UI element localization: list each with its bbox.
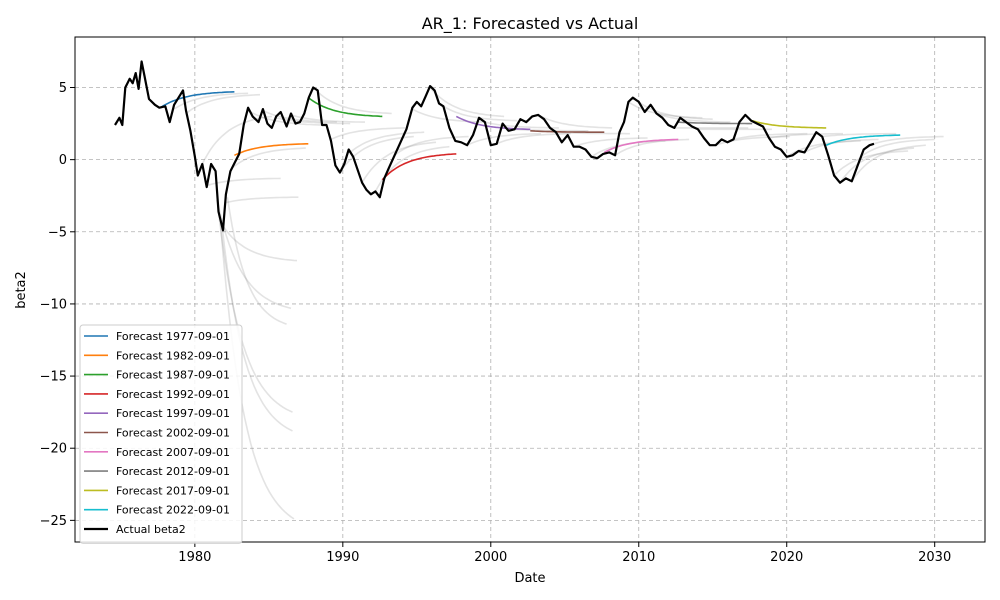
forecast-line [455, 115, 531, 131]
y-tick-label: 5 [59, 81, 67, 96]
background-forecast-line [349, 131, 425, 154]
background-forecast-line [768, 132, 843, 139]
background-forecast-line [496, 132, 571, 145]
background-forecast-line [231, 147, 306, 169]
background-forecast-line [833, 150, 909, 177]
background-forecast-line [412, 108, 487, 123]
plot-area [114, 60, 944, 520]
background-forecast-line [573, 137, 648, 148]
background-forecast-line [466, 132, 542, 146]
background-forecast-line [224, 196, 299, 204]
forecast-line [751, 119, 827, 129]
x-tick-label: 2020 [770, 550, 803, 565]
background-forecast-line [851, 144, 926, 182]
background-forecast-line [394, 135, 469, 156]
background-forecast-line [185, 93, 261, 115]
background-forecast-line [173, 92, 249, 110]
background-forecast-line [216, 199, 292, 310]
forecast-line [159, 91, 235, 109]
y-tick-label: 0 [59, 153, 67, 168]
legend-label: Forecast 1997-09-01 [116, 407, 230, 420]
y-tick-label: −25 [40, 514, 67, 529]
grid [75, 37, 985, 542]
legend: Forecast 1977-09-01 Forecast 1982-09-01 Fo… [79, 324, 243, 544]
background-forecast-line [484, 121, 559, 129]
actual-line [114, 60, 875, 232]
background-forecast-line [429, 86, 505, 118]
background-forecast-line [361, 141, 437, 184]
y-tick-label: −5 [48, 225, 67, 240]
legend-label: Actual beta2 [116, 523, 186, 536]
background-forecast-line [869, 135, 944, 146]
y-axis: 5 0 −5 −10 −15 −20 −25 [40, 81, 75, 529]
forecast-line [381, 153, 457, 181]
background-forecast-line [860, 138, 935, 158]
background-forecast-line [330, 127, 406, 141]
background-forecast-line [290, 114, 365, 123]
plot-frame [74, 36, 986, 543]
background-forecast-line [733, 132, 808, 141]
background-forecast-line [839, 147, 915, 184]
x-axis: 1980 1990 2000 2010 2020 2030 [178, 542, 951, 565]
legend-label: Forecast 1982-09-01 [116, 349, 230, 362]
background-forecast-line [317, 91, 392, 115]
legend-label: Forecast 1987-09-01 [116, 369, 230, 382]
legend-box [79, 324, 243, 544]
forecast-line [530, 130, 605, 133]
background-forecast-line [804, 138, 879, 154]
background-forecast-line [822, 132, 897, 138]
legend-label: Forecast 1977-09-01 [116, 330, 230, 343]
background-forecast-line [217, 211, 293, 413]
x-tick-label: 1990 [326, 550, 359, 565]
x-axis-title: Date [514, 571, 545, 586]
legend-label: Forecast 2012-09-01 [116, 465, 230, 478]
x-tick-label: 2010 [622, 550, 655, 565]
background-forecast-line [220, 220, 293, 432]
y-tick-label: −10 [40, 297, 67, 312]
forecast-line [825, 134, 901, 146]
background-forecast-line [627, 101, 703, 119]
background-forecast-line [222, 225, 298, 262]
legend-label: Forecast 2022-09-01 [116, 504, 230, 517]
legend-label: Forecast 1992-09-01 [116, 388, 230, 401]
y-tick-label: −20 [40, 442, 67, 457]
background-forecast-line [226, 197, 287, 325]
x-tick-label: 1980 [178, 550, 211, 565]
legend-label: Forecast 2017-09-01 [116, 484, 230, 497]
forecast-line [234, 143, 309, 157]
x-tick-label: 2030 [918, 550, 951, 565]
x-tick-label: 2000 [474, 550, 507, 565]
background-forecast-line [656, 112, 731, 123]
chart-title: AR_1: Forecasted vs Actual [422, 14, 639, 34]
background-forecast-line [537, 114, 613, 129]
legend-label: Forecast 2002-09-01 [116, 427, 230, 440]
y-tick-label: −15 [40, 370, 67, 385]
y-axis-title: beta2 [14, 271, 29, 309]
legend-label: Forecast 2007-09-01 [116, 446, 230, 459]
background-forecast-line [638, 101, 713, 120]
background-forecast-line [206, 177, 281, 187]
